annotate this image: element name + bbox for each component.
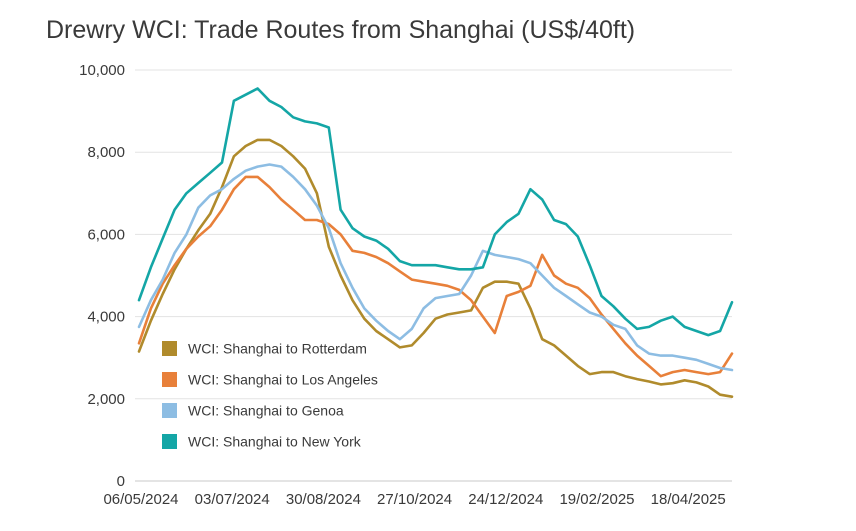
x-tick-label: 27/10/2024 [377, 491, 452, 508]
legend-swatch [162, 341, 177, 356]
y-tick-label: 6,000 [87, 226, 125, 243]
x-tick-label: 03/07/2024 [195, 491, 270, 508]
legend: WCI: Shanghai to Rotterdam WCI: Shanghai … [162, 341, 378, 450]
series-lines [137, 87, 734, 398]
series-line-1 [137, 138, 734, 398]
series-line-3 [137, 163, 734, 372]
legend-label: WCI: Shanghai to Genoa [188, 403, 344, 419]
x-axis-ticks: 06/05/2024 03/07/2024 30/08/2024 27/10/2024… [103, 491, 725, 508]
chart-title: Drewry WCI: Trade Routes from Shanghai (… [46, 16, 636, 44]
legend-swatch [162, 403, 177, 418]
y-tick-label: 2,000 [87, 391, 125, 408]
series-line-2 [137, 175, 734, 378]
gridlines [135, 69, 732, 482]
series-line-4 [137, 87, 734, 337]
x-tick-label: 19/02/2025 [559, 491, 634, 508]
y-tick-label: 8,000 [87, 144, 125, 161]
x-tick-label: 06/05/2024 [103, 491, 178, 508]
x-tick-label: 18/04/2025 [651, 491, 726, 508]
legend-label: WCI: Shanghai to Rotterdam [188, 341, 367, 357]
legend-swatch [162, 434, 177, 449]
x-tick-label: 24/12/2024 [468, 491, 543, 508]
y-tick-label: 0 [117, 473, 125, 490]
y-tick-label: 10,000 [79, 62, 125, 79]
x-tick-label: 30/08/2024 [286, 491, 361, 508]
y-axis-ticks: 0 2,000 4,000 6,000 8,000 10,000 [79, 62, 125, 490]
y-tick-label: 4,000 [87, 309, 125, 326]
legend-label: WCI: Shanghai to Los Angeles [188, 372, 378, 388]
legend-swatch [162, 372, 177, 387]
legend-label: WCI: Shanghai to New York [188, 434, 362, 450]
